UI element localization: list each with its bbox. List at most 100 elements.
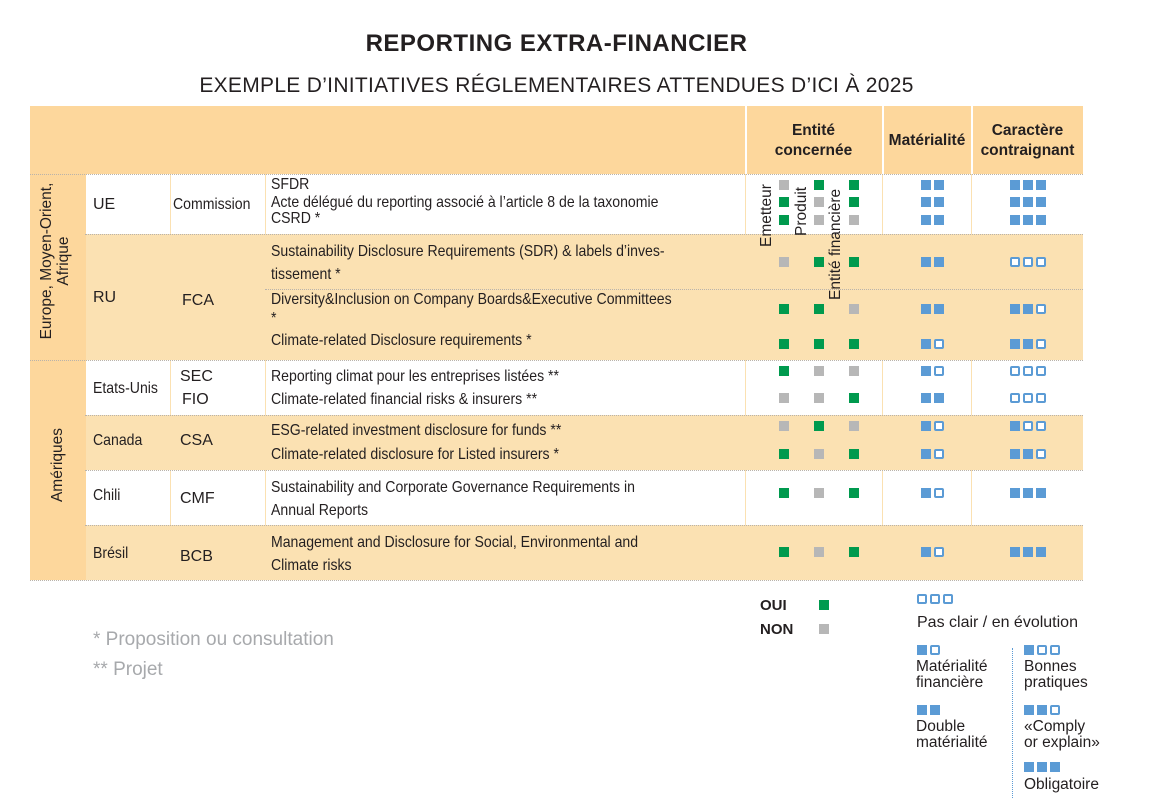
marker-climate-ru-caractere <box>1023 339 1033 349</box>
region-label-emea: Europe, Moyen-Orient, Afrique <box>38 182 72 340</box>
region-cell-emea <box>30 174 85 360</box>
initiative-fio: Climate-related financial risks & insure… <box>271 391 538 408</box>
marker-bresil-caractere <box>1023 547 1033 557</box>
legend-icon-financiere <box>930 645 940 655</box>
legend-oui-label: OUI <box>760 597 787 614</box>
legend-icon-bonnes-pratiques <box>1037 645 1047 655</box>
body-cmf: CMF <box>180 490 215 507</box>
marker-sfdr-entite-1 <box>814 180 824 190</box>
header-entite: Entité concernée <box>774 122 853 159</box>
body-fio: FIO <box>182 391 209 408</box>
marker-chili-caractere <box>1036 488 1046 498</box>
legend-icon-pas-clair <box>943 594 953 604</box>
initiative-chili-l1: Sustainability and Corporate Governance … <box>271 479 635 496</box>
marker-esg-funds-materialite <box>934 421 944 431</box>
country-cl: Chili <box>93 487 121 504</box>
marker-sec-caractere <box>1023 366 1033 376</box>
body-fca: FCA <box>182 292 214 309</box>
marker-insurers-ca-entite-1 <box>814 449 824 459</box>
marker-sec-materialite <box>921 366 931 376</box>
marker-acte-caractere <box>1036 197 1046 207</box>
marker-acte-entite-1 <box>814 197 824 207</box>
legend-icon-pas-clair <box>930 594 940 604</box>
legend-icon-comply-or-explain <box>1050 705 1060 715</box>
marker-insurers-ca-caractere <box>1036 449 1046 459</box>
marker-esg-funds-caractere <box>1010 421 1020 431</box>
initiative-esg-funds: ESG-related investment disclosure for fu… <box>271 422 562 439</box>
initiative-reporting-climat: Reporting climat pour les entreprises li… <box>271 368 559 385</box>
marker-diversity-materialite <box>921 304 931 314</box>
marker-esg-funds-entite-2 <box>849 421 859 431</box>
marker-esg-funds-entite-1 <box>814 421 824 431</box>
initiative-bresil-l1: Management and Disclosure for Social, En… <box>271 534 639 551</box>
region-cell-ameriques <box>30 360 85 580</box>
marker-chili-entite-0 <box>779 488 789 498</box>
marker-esg-funds-caractere <box>1036 421 1046 431</box>
legend-bonnes-pratiques: Bonnes pratiques <box>1024 658 1088 691</box>
marker-sdr-caractere <box>1036 257 1046 267</box>
legend-comply-or-explain: «Comply or explain» <box>1024 718 1100 751</box>
marker-diversity-entite-2 <box>849 304 859 314</box>
body-commission: Commission <box>173 196 251 213</box>
legend-pas-clair: Pas clair / en évolution <box>917 614 1078 631</box>
marker-csrd-materialite <box>934 215 944 225</box>
table-header-band <box>30 106 1083 174</box>
marker-sec-materialite <box>934 366 944 376</box>
page-title: REPORTING EXTRA-FINANCIER <box>365 30 748 57</box>
legend-obligatoire: Obligatoire <box>1024 776 1099 793</box>
legend-materialite-financiere: Matérialité financière <box>916 658 988 691</box>
marker-sec-caractere <box>1036 366 1046 376</box>
page-subtitle: EXEMPLE D’INITIATIVES RÉGLEMENTAIRES ATT… <box>199 74 914 97</box>
marker-sfdr-entite-0 <box>779 180 789 190</box>
row-ue <box>85 174 1083 234</box>
marker-csrd-caractere <box>1036 215 1046 225</box>
country-ru: RU <box>93 289 117 306</box>
marker-esg-funds-materialite <box>921 421 931 431</box>
marker-climate-ru-caractere <box>1036 339 1046 349</box>
legend-non-label: NON <box>760 621 794 638</box>
marker-bresil-entite-1 <box>814 547 824 557</box>
legend-oui-square <box>819 600 829 610</box>
marker-climate-ru-caractere <box>1010 339 1020 349</box>
row-ru <box>85 234 1083 360</box>
marker-csrd-materialite <box>921 215 931 225</box>
marker-sdr-materialite <box>934 257 944 267</box>
marker-bresil-caractere <box>1036 547 1046 557</box>
country-us: Etats-Unis <box>93 380 158 397</box>
marker-fio-materialite <box>921 393 931 403</box>
initiative-bresil-l2: Climate risks <box>271 557 352 574</box>
body-sec: SEC <box>180 368 213 385</box>
marker-fio-caractere <box>1036 393 1046 403</box>
initiative-climate-ru: Climate-related Disclosure requirements … <box>271 332 532 349</box>
marker-bresil-materialite <box>921 547 931 557</box>
marker-insurers-ca-caractere <box>1010 449 1020 459</box>
marker-sdr-entite-2 <box>849 257 859 267</box>
marker-insurers-ca-entite-2 <box>849 449 859 459</box>
marker-diversity-entite-1 <box>814 304 824 314</box>
row-cl <box>85 470 1083 525</box>
marker-insurers-ca-entite-0 <box>779 449 789 459</box>
marker-sec-entite-2 <box>849 366 859 376</box>
marker-insurers-ca-materialite <box>934 449 944 459</box>
marker-insurers-ca-caractere <box>1023 449 1033 459</box>
marker-climate-ru-materialite <box>921 339 931 349</box>
marker-chili-caractere <box>1023 488 1033 498</box>
marker-fio-caractere <box>1023 393 1033 403</box>
marker-diversity-caractere <box>1036 304 1046 314</box>
legend-icon-bonnes-pratiques <box>1050 645 1060 655</box>
marker-fio-entite-2 <box>849 393 859 403</box>
initiative-sdr-l2: tissement * <box>271 266 341 283</box>
marker-sdr-entite-0 <box>779 257 789 267</box>
marker-bresil-entite-2 <box>849 547 859 557</box>
initiative-insurers-ca: Climate-related disclosure for Listed in… <box>271 446 559 463</box>
region-label-ameriques: Amériques <box>49 427 66 503</box>
country-ue: UE <box>93 196 116 213</box>
initiative-acte-delegue: Acte délégué du reporting associé à l’ar… <box>271 194 659 211</box>
marker-diversity-caractere <box>1023 304 1033 314</box>
country-ca: Canada <box>93 432 143 449</box>
legend-icon-double <box>917 705 927 715</box>
footnote-proposition: * Proposition ou consultation <box>93 629 334 650</box>
marker-chili-materialite <box>934 488 944 498</box>
marker-climate-ru-entite-0 <box>779 339 789 349</box>
marker-csrd-entite-2 <box>849 215 859 225</box>
